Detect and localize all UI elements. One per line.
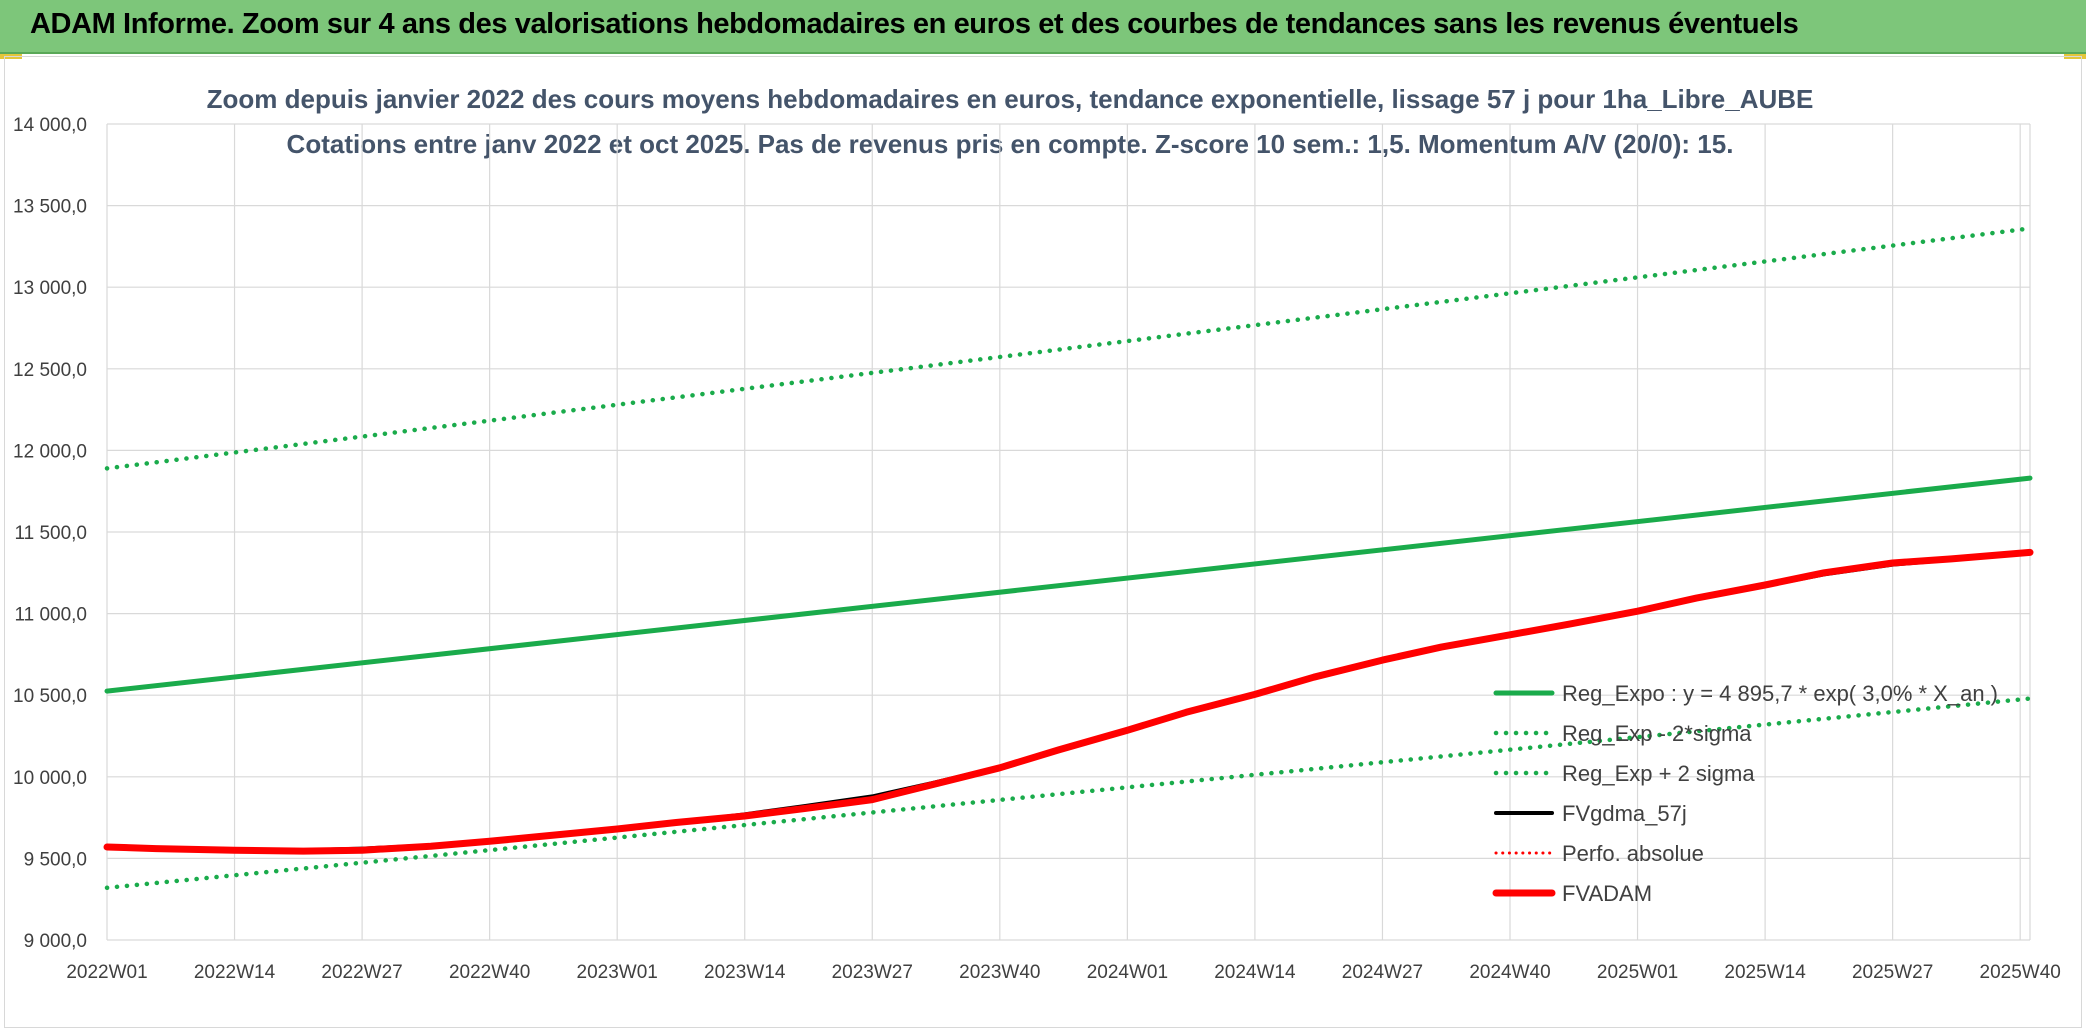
legend-label: FVADAM [1562, 881, 1652, 906]
legend-label: Reg_Exp - 2*sigma [1562, 721, 1752, 746]
x-tick-label: 2024W01 [1087, 962, 1168, 983]
x-tick-label: 2024W27 [1342, 962, 1423, 983]
x-tick-label: 2025W40 [1980, 962, 2061, 983]
series-line-2 [104, 226, 2033, 471]
x-tick-label: 2022W14 [194, 962, 276, 983]
x-tick-label: 2023W01 [577, 962, 658, 983]
report-banner: ADAM Informe. Zoom sur 4 ans des valoris… [0, 0, 2086, 54]
x-axis: 2022W01 2022W14 2022W27 2022W40 2023W01 2023W… [66, 962, 2061, 983]
x-tick-label: 2022W27 [321, 962, 402, 983]
chart-subtitle: Cotations entre janv 2022 et oct 2025. P… [287, 129, 1734, 159]
x-tick-label: 2024W14 [1214, 962, 1296, 983]
x-tick-label: 2025W27 [1852, 962, 1933, 983]
y-tick-label: 14 000,0 [13, 115, 87, 136]
x-tick-label: 2022W40 [449, 962, 530, 983]
gridlines [106, 123, 2031, 941]
y-tick-label: 10 500,0 [13, 686, 87, 707]
legend: Reg_Expo : y = 4 895,7 * exp( 3,0% * X_a… [1492, 681, 1998, 906]
x-tick-label: 2022W01 [66, 962, 147, 983]
report-title: ADAM Informe. Zoom sur 4 ans des valoris… [30, 8, 1799, 40]
x-tick-label: 2025W01 [1597, 962, 1678, 983]
series-line-5 [103, 548, 2034, 855]
chart-title-background [236, 72, 1784, 162]
chart-title: Zoom depuis janvier 2022 des cours moyen… [207, 84, 1814, 114]
y-tick-label: 9 000,0 [24, 931, 87, 952]
legend-label: Reg_Exp + 2 sigma [1562, 761, 1755, 786]
y-tick-label: 9 500,0 [24, 849, 87, 870]
chart-frame [4, 56, 2082, 1028]
x-tick-label: 2023W14 [704, 962, 786, 983]
series-line-1 [104, 696, 2033, 891]
series-lines [103, 226, 2034, 891]
y-tick-label: 10 000,0 [13, 768, 87, 789]
x-tick-label: 2025W14 [1724, 962, 1806, 983]
y-tick-label: 13 500,0 [13, 197, 87, 218]
legend-label: Perfo. absolue [1562, 841, 1704, 866]
series-line-0 [104, 475, 2033, 694]
y-tick-label: 11 500,0 [14, 523, 87, 544]
legend-label: FVgdma_57j [1562, 801, 1687, 826]
y-axis: 9 000,0 9 500,0 10 000,0 10 500,0 11 000,0 11… [13, 115, 87, 952]
y-tick-label: 12 000,0 [13, 441, 87, 462]
y-tick-label: 13 000,0 [13, 278, 87, 299]
x-tick-label: 2023W27 [832, 962, 913, 983]
x-tick-label: 2024W40 [1469, 962, 1550, 983]
y-tick-label: 11 000,0 [14, 605, 87, 626]
y-tick-label: 12 500,0 [13, 360, 87, 381]
legend-label: Reg_Expo : y = 4 895,7 * exp( 3,0% * X_a… [1562, 681, 1998, 706]
x-tick-label: 2023W40 [959, 962, 1040, 983]
